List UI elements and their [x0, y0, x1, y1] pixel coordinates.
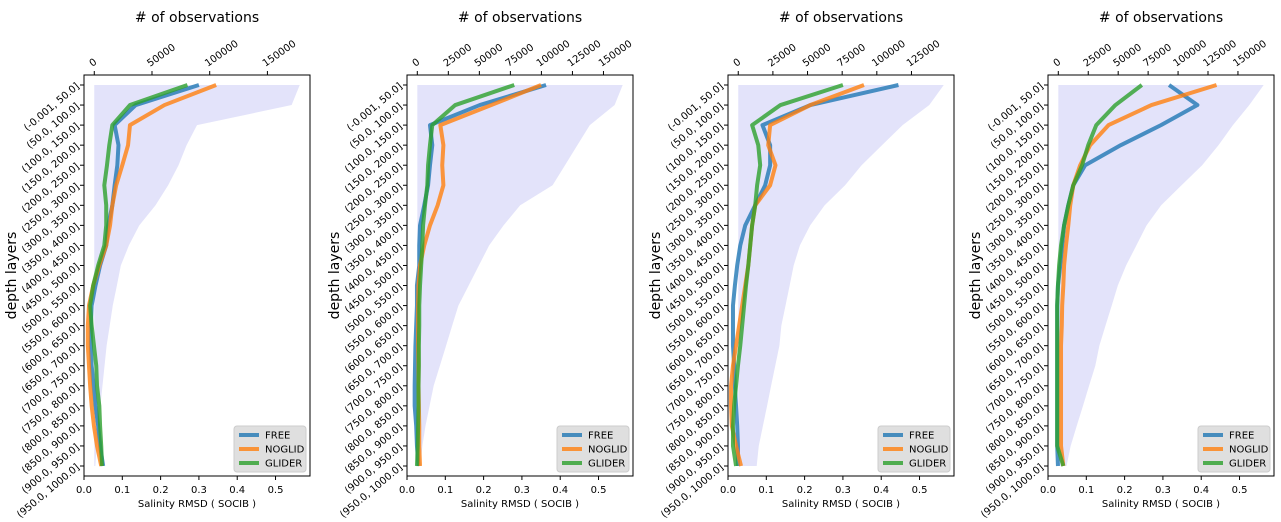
x2-axis-label: # of observations [458, 10, 582, 26]
x2-tick-label: 0 [88, 57, 100, 70]
x2-tick-label: 150000 [597, 39, 635, 70]
x-tick-label: 0.2 [1117, 485, 1133, 496]
x-tick-label: 0.2 [476, 485, 492, 496]
observations-area [738, 85, 944, 466]
x-tick-label: 0.3 [514, 485, 530, 496]
x2-tick-label: 150000 [261, 39, 299, 70]
y-axis-label: depth layers [4, 232, 20, 320]
x2-tick-label: 100000 [203, 39, 241, 70]
x2-tick-label: 0 [732, 57, 744, 70]
legend-label: NOGLID [265, 445, 305, 456]
observations-area [94, 85, 300, 466]
x2-tick-label: 150000 [1231, 39, 1269, 70]
x2-tick-label: 50000 [1112, 42, 1144, 69]
subplot: 0.0 0.1 0.2 0.3 0.4 0.50 50000 100000 150000(-0.… [4, 10, 311, 521]
x-tick-label: 0.0 [1040, 485, 1056, 496]
x-tick-label: 0.3 [835, 485, 851, 496]
legend-label: GLIDER [909, 459, 946, 470]
x-tick-label: 0.3 [1155, 485, 1171, 496]
x-tick-label: 0.4 [1193, 485, 1209, 496]
x-axis-label: Salinity RMSD ( SOCIB ) [782, 499, 900, 510]
x-tick-label: 0.2 [153, 485, 169, 496]
y-axis-label: depth layers [327, 232, 343, 320]
legend-box [556, 425, 630, 473]
x2-tick-label: 100000 [535, 39, 573, 70]
x2-tick-label: 50000 [145, 42, 177, 69]
series-line [1055, 83, 1144, 467]
x-tick-label: 0.0 [720, 485, 736, 496]
legend-box [233, 425, 307, 473]
legend-label: FREE [265, 431, 290, 442]
legend-label: FREE [1229, 431, 1254, 442]
legend-label: NOGLID [909, 445, 949, 456]
plot-frame [1047, 74, 1275, 477]
observations-area [1058, 85, 1264, 466]
x2-tick-label: 125000 [566, 39, 604, 70]
x-tick-label: 0.5 [268, 485, 284, 496]
legend-label: FREE [588, 431, 613, 442]
x2-tick-label: 125000 [905, 39, 943, 70]
legend-label: GLIDER [1229, 459, 1266, 470]
series-line [88, 83, 189, 467]
legend: FREE NOGLID GLIDER [877, 425, 951, 473]
x2-tick-label: 0 [411, 57, 423, 70]
x2-tick-label: 25000 [1082, 42, 1114, 69]
x2-tick-label: 50000 [801, 42, 833, 69]
x-axis-label: Salinity RMSD ( SOCIB ) [1102, 499, 1220, 510]
x2-axis-label: # of observations [779, 10, 903, 26]
x-tick-label: 0.2 [797, 485, 813, 496]
legend-box [877, 425, 951, 473]
x2-tick-label: 25000 [442, 42, 474, 69]
legend-label: NOGLID [1229, 445, 1269, 456]
x2-axis-label: # of observations [1099, 10, 1223, 26]
x-tick-label: 0.5 [912, 485, 928, 496]
y-axis-label: depth layers [648, 232, 664, 320]
x2-tick-label: 75000 [504, 42, 536, 69]
legend-box [1197, 425, 1271, 473]
x-tick-label: 0.4 [552, 485, 568, 496]
legend-label: NOGLID [588, 445, 628, 456]
x2-axis-label: # of observations [135, 10, 259, 26]
legend: FREE NOGLID GLIDER [233, 425, 307, 473]
x2-tick-label: 25000 [766, 42, 798, 69]
x-tick-label: 0.5 [591, 485, 607, 496]
x2-tick-label: 75000 [1142, 42, 1174, 69]
legend: FREE NOGLID GLIDER [556, 425, 630, 473]
legend-label: GLIDER [588, 459, 625, 470]
x-axis-label: Salinity RMSD ( SOCIB ) [461, 499, 579, 510]
x-axis-label: Salinity RMSD ( SOCIB ) [138, 499, 256, 510]
subplot: 0.0 0.1 0.2 0.3 0.4 0.5 0 250005000075000100000… [327, 10, 635, 521]
x2-tick-label: 75000 [836, 42, 868, 69]
x-tick-label: 0.4 [229, 485, 245, 496]
x2-tick-label: 50000 [473, 42, 505, 69]
plot-frame [406, 74, 634, 477]
series-line [414, 83, 515, 467]
x-tick-label: 0.4 [873, 485, 889, 496]
x2-tick-label: 100000 [870, 39, 908, 70]
x-tick-label: 0.5 [1232, 485, 1248, 496]
x-tick-label: 0.0 [76, 485, 92, 496]
x2-tick-label: 0 [1052, 57, 1064, 70]
series-line [730, 83, 844, 467]
x-tick-label: 0.1 [758, 485, 774, 496]
legend: FREE NOGLID GLIDER [1197, 425, 1271, 473]
plot-frame [83, 74, 311, 477]
plot-frame [727, 74, 955, 477]
legend-label: GLIDER [265, 459, 302, 470]
x-tick-label: 0.1 [114, 485, 130, 496]
x-tick-label: 0.1 [1078, 485, 1094, 496]
x-tick-label: 0.0 [399, 485, 415, 496]
legend-label: FREE [909, 431, 934, 442]
x-tick-label: 0.3 [191, 485, 207, 496]
x-tick-label: 0.1 [437, 485, 453, 496]
observations-area [417, 85, 623, 466]
y-axis-label: depth layers [968, 232, 984, 320]
